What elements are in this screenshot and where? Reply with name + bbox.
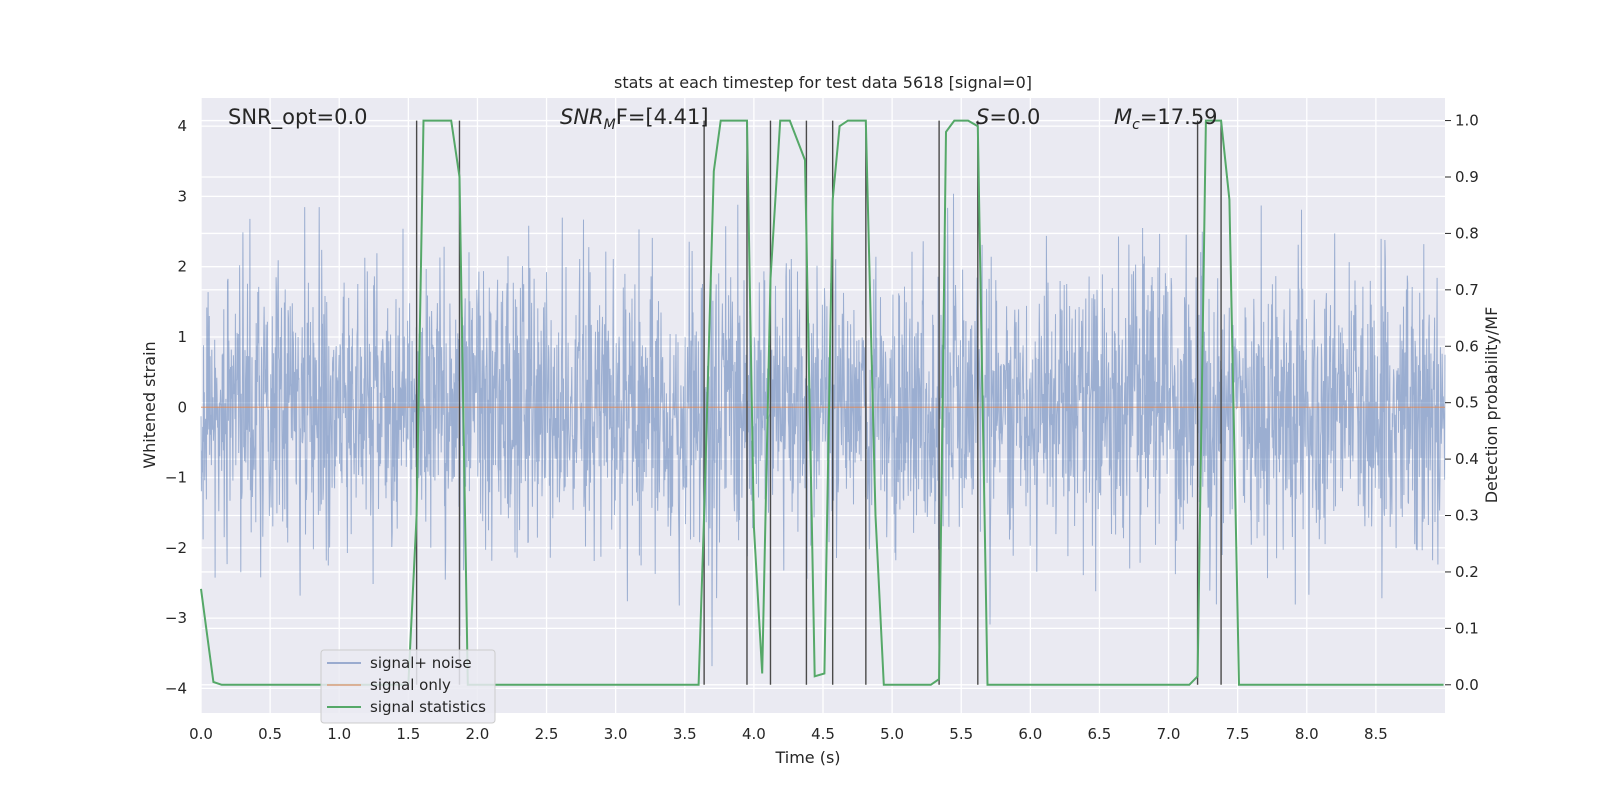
y-tick-label-right: 0.3 <box>1455 507 1479 525</box>
y-axis-label-right: Detection probability/MF <box>1482 307 1501 504</box>
x-tick-label: 1.0 <box>327 725 351 743</box>
x-tick-label: 8.5 <box>1364 725 1388 743</box>
x-tick-label: 0.0 <box>189 725 213 743</box>
y-axis-label-left: Whitened strain <box>140 341 159 468</box>
chart-title: stats at each timestep for test data 561… <box>614 73 1032 92</box>
snr-mf-value: F=[4.41] <box>616 105 709 129</box>
x-tick-label: 6.5 <box>1088 725 1112 743</box>
y-tick-label-left: −4 <box>165 679 187 697</box>
x-tick-label: 5.5 <box>949 725 973 743</box>
x-tick-label: 4.0 <box>742 725 766 743</box>
x-tick-label: 1.5 <box>396 725 420 743</box>
y-tick-label-right: 0.1 <box>1455 619 1479 637</box>
legend: signal+ noise signal only signal statist… <box>320 649 496 724</box>
legend-label-signal-statistics: signal statistics <box>370 698 486 716</box>
axis-ticks: 0.0 0.5 1.0 1.5 2.0 2.5 3.0 3.5 4.0 4.5 5.0 5.5 6.0 6… <box>165 112 1479 743</box>
y-tick-label-right: 0.5 <box>1455 394 1479 412</box>
y-tick-label-left: 3 <box>177 187 187 205</box>
y-tick-label-left: −3 <box>165 609 187 627</box>
y-tick-label-right: 0.8 <box>1455 224 1479 242</box>
y-tick-label-left: −2 <box>165 539 187 557</box>
x-tick-label: 2.5 <box>535 725 559 743</box>
x-tick-label: 7.5 <box>1226 725 1250 743</box>
signal-noise-trace <box>200 193 1446 667</box>
annotation-mc: Mc=17.59 <box>1114 105 1218 133</box>
y-tick-label-right: 0.4 <box>1455 450 1479 468</box>
legend-box <box>320 649 496 724</box>
annotation-s: S=0.0 <box>976 105 1040 129</box>
mc-symbol: M <box>1114 105 1132 129</box>
y-tick-label-right: 0.9 <box>1455 168 1479 186</box>
y-tick-label-left: 4 <box>177 117 187 135</box>
signal-statistics-line <box>200 119 1444 686</box>
x-tick-label: 2.0 <box>466 725 490 743</box>
snr-mf-subscript: M <box>604 117 616 133</box>
x-tick-label: 3.0 <box>604 725 628 743</box>
y-tick-label-right: 1.0 <box>1455 112 1479 130</box>
mc-value: =17.59 <box>1140 105 1218 129</box>
x-tick-label: 7.0 <box>1157 725 1181 743</box>
x-tick-label: 3.5 <box>673 725 697 743</box>
annotation-snr-opt: SNR_opt=0.0 <box>228 105 368 130</box>
legend-label-signal-only: signal only <box>370 676 451 694</box>
vertical-markers <box>415 120 1222 685</box>
s-symbol: S <box>976 105 989 129</box>
x-tick-label: 8.0 <box>1295 725 1319 743</box>
x-tick-label: 0.5 <box>258 725 282 743</box>
x-tick-label: 5.0 <box>880 725 904 743</box>
mc-subscript: c <box>1132 117 1140 133</box>
s-value: =0.0 <box>989 105 1040 129</box>
y-tick-label-left: −1 <box>165 469 187 487</box>
legend-label-signal-noise: signal+ noise <box>370 654 472 672</box>
signal-noise-series <box>200 193 1446 667</box>
y-tick-label-left: 2 <box>177 258 187 276</box>
y-tick-label-right: 0.2 <box>1455 563 1479 581</box>
y-tick-label-left: 0 <box>177 398 187 416</box>
y-tick-label-right: 0.0 <box>1455 676 1479 694</box>
y-tick-label-right: 0.7 <box>1455 281 1479 299</box>
x-tick-label: 4.5 <box>811 725 835 743</box>
snr-mf-symbol: SNR <box>560 105 604 129</box>
x-axis-label: Time (s) <box>774 748 840 767</box>
y-tick-label-left: 1 <box>177 328 187 346</box>
y-tick-label-right: 0.6 <box>1455 337 1479 355</box>
annotation-snr-mf: SNRMF=[4.41] <box>560 105 709 133</box>
x-tick-label: 6.0 <box>1018 725 1042 743</box>
